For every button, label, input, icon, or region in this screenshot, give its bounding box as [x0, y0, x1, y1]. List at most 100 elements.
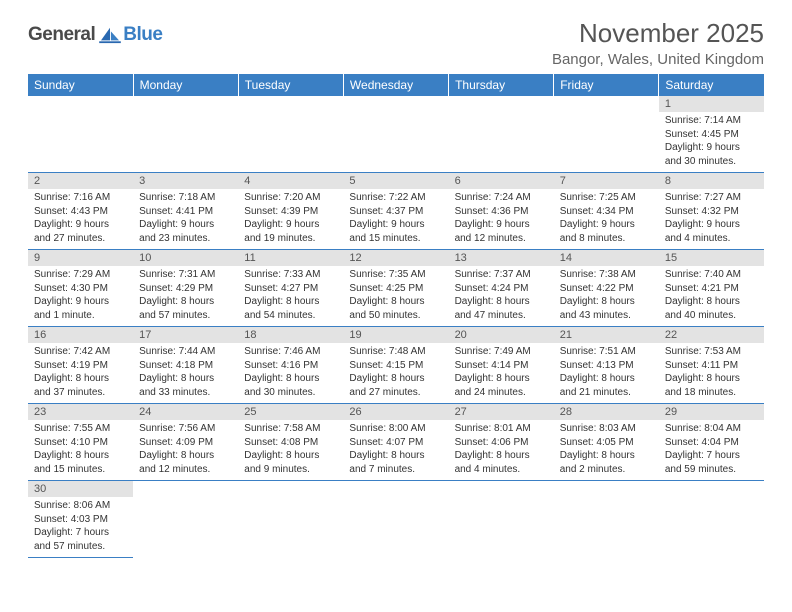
sunset-text: Sunset: 4:22 PM	[560, 282, 653, 296]
sunset-text: Sunset: 4:34 PM	[560, 205, 653, 219]
calendar-cell: 9Sunrise: 7:29 AMSunset: 4:30 PMDaylight…	[28, 250, 133, 327]
day-header: Sunday	[28, 74, 133, 96]
sunset-text: Sunset: 4:19 PM	[34, 359, 127, 373]
sunrise-text: Sunrise: 7:22 AM	[349, 191, 442, 205]
calendar-cell: 11Sunrise: 7:33 AMSunset: 4:27 PMDayligh…	[238, 250, 343, 327]
sunset-text: Sunset: 4:10 PM	[34, 436, 127, 450]
day-details: Sunrise: 8:00 AMSunset: 4:07 PMDaylight:…	[343, 420, 448, 480]
day-number: 25	[238, 404, 343, 420]
daylight-text: Daylight: 8 hours and 43 minutes.	[560, 295, 653, 322]
day-details: Sunrise: 7:53 AMSunset: 4:11 PMDaylight:…	[659, 343, 764, 403]
calendar-cell: 23Sunrise: 7:55 AMSunset: 4:10 PMDayligh…	[28, 404, 133, 481]
daylight-text: Daylight: 8 hours and 47 minutes.	[455, 295, 548, 322]
day-number: 16	[28, 327, 133, 343]
day-header: Tuesday	[238, 74, 343, 96]
calendar-cell: 26Sunrise: 8:00 AMSunset: 4:07 PMDayligh…	[343, 404, 448, 481]
day-number: 19	[343, 327, 448, 343]
day-details: Sunrise: 7:20 AMSunset: 4:39 PMDaylight:…	[238, 189, 343, 249]
calendar-cell	[28, 96, 133, 173]
sunset-text: Sunset: 4:21 PM	[665, 282, 758, 296]
day-header-row: Sunday Monday Tuesday Wednesday Thursday…	[28, 74, 764, 96]
sunrise-text: Sunrise: 7:55 AM	[34, 422, 127, 436]
day-details: Sunrise: 7:22 AMSunset: 4:37 PMDaylight:…	[343, 189, 448, 249]
day-number: 12	[343, 250, 448, 266]
day-number: 11	[238, 250, 343, 266]
calendar-cell: 18Sunrise: 7:46 AMSunset: 4:16 PMDayligh…	[238, 327, 343, 404]
calendar-cell	[554, 481, 659, 558]
sunset-text: Sunset: 4:06 PM	[455, 436, 548, 450]
day-header: Friday	[554, 74, 659, 96]
calendar-cell: 29Sunrise: 8:04 AMSunset: 4:04 PMDayligh…	[659, 404, 764, 481]
daylight-text: Daylight: 8 hours and 40 minutes.	[665, 295, 758, 322]
sunset-text: Sunset: 4:13 PM	[560, 359, 653, 373]
sunset-text: Sunset: 4:29 PM	[139, 282, 232, 296]
sunset-text: Sunset: 4:32 PM	[665, 205, 758, 219]
calendar-cell: 2Sunrise: 7:16 AMSunset: 4:43 PMDaylight…	[28, 173, 133, 250]
day-number: 18	[238, 327, 343, 343]
day-details: Sunrise: 7:44 AMSunset: 4:18 PMDaylight:…	[133, 343, 238, 403]
daylight-text: Daylight: 8 hours and 18 minutes.	[665, 372, 758, 399]
day-details: Sunrise: 7:40 AMSunset: 4:21 PMDaylight:…	[659, 266, 764, 326]
day-details: Sunrise: 8:04 AMSunset: 4:04 PMDaylight:…	[659, 420, 764, 480]
daylight-text: Daylight: 8 hours and 37 minutes.	[34, 372, 127, 399]
daylight-text: Daylight: 9 hours and 4 minutes.	[665, 218, 758, 245]
location: Bangor, Wales, United Kingdom	[552, 51, 764, 68]
daylight-text: Daylight: 8 hours and 24 minutes.	[455, 372, 548, 399]
daylight-text: Daylight: 8 hours and 27 minutes.	[349, 372, 442, 399]
day-details: Sunrise: 7:55 AMSunset: 4:10 PMDaylight:…	[28, 420, 133, 480]
day-number: 8	[659, 173, 764, 189]
calendar-cell: 8 Sunrise: 7:27 AMSunset: 4:32 PMDaylight…	[659, 173, 764, 250]
daylight-text: Daylight: 8 hours and 15 minutes.	[34, 449, 127, 476]
calendar-cell: 24Sunrise: 7:56 AMSunset: 4:09 PMDayligh…	[133, 404, 238, 481]
day-details: Sunrise: 7:24 AMSunset: 4:36 PMDaylight:…	[449, 189, 554, 249]
sunrise-text: Sunrise: 7:49 AM	[455, 345, 548, 359]
calendar-cell: 19Sunrise: 7:48 AMSunset: 4:15 PMDayligh…	[343, 327, 448, 404]
day-number: 5	[343, 173, 448, 189]
daylight-text: Daylight: 9 hours and 12 minutes.	[455, 218, 548, 245]
calendar-cell: 15Sunrise: 7:40 AMSunset: 4:21 PMDayligh…	[659, 250, 764, 327]
daylight-text: Daylight: 7 hours and 57 minutes.	[34, 526, 127, 553]
sunset-text: Sunset: 4:43 PM	[34, 205, 127, 219]
sunrise-text: Sunrise: 7:58 AM	[244, 422, 337, 436]
sail-icon	[99, 26, 121, 44]
daylight-text: Daylight: 8 hours and 4 minutes.	[455, 449, 548, 476]
sunset-text: Sunset: 4:05 PM	[560, 436, 653, 450]
day-number: 28	[554, 404, 659, 420]
calendar-cell: 4Sunrise: 7:20 AMSunset: 4:39 PMDaylight…	[238, 173, 343, 250]
daylight-text: Daylight: 9 hours and 19 minutes.	[244, 218, 337, 245]
calendar-cell	[133, 481, 238, 558]
calendar-cell: 30Sunrise: 8:06 AMSunset: 4:03 PMDayligh…	[28, 481, 133, 558]
daylight-text: Daylight: 9 hours and 1 minute.	[34, 295, 127, 322]
calendar-cell	[238, 96, 343, 173]
day-details: Sunrise: 7:14 AMSunset: 4:45 PMDaylight:…	[659, 112, 764, 172]
daylight-text: Daylight: 8 hours and 12 minutes.	[139, 449, 232, 476]
sunrise-text: Sunrise: 8:00 AM	[349, 422, 442, 436]
sunset-text: Sunset: 4:37 PM	[349, 205, 442, 219]
calendar-cell: 6Sunrise: 7:24 AMSunset: 4:36 PMDaylight…	[449, 173, 554, 250]
daylight-text: Daylight: 8 hours and 33 minutes.	[139, 372, 232, 399]
calendar-cell: 1Sunrise: 7:14 AMSunset: 4:45 PMDaylight…	[659, 96, 764, 173]
calendar-cell	[343, 481, 448, 558]
calendar-cell: 17Sunrise: 7:44 AMSunset: 4:18 PMDayligh…	[133, 327, 238, 404]
sunrise-text: Sunrise: 7:40 AM	[665, 268, 758, 282]
day-details: Sunrise: 7:46 AMSunset: 4:16 PMDaylight:…	[238, 343, 343, 403]
sunrise-text: Sunrise: 7:27 AM	[665, 191, 758, 205]
sunrise-text: Sunrise: 7:56 AM	[139, 422, 232, 436]
day-details: Sunrise: 7:37 AMSunset: 4:24 PMDaylight:…	[449, 266, 554, 326]
calendar-cell	[343, 96, 448, 173]
calendar-cell: 25Sunrise: 7:58 AMSunset: 4:08 PMDayligh…	[238, 404, 343, 481]
day-details: Sunrise: 7:31 AMSunset: 4:29 PMDaylight:…	[133, 266, 238, 326]
sunset-text: Sunset: 4:30 PM	[34, 282, 127, 296]
day-details: Sunrise: 7:18 AMSunset: 4:41 PMDaylight:…	[133, 189, 238, 249]
day-number: 20	[449, 327, 554, 343]
day-details: Sunrise: 7:49 AMSunset: 4:14 PMDaylight:…	[449, 343, 554, 403]
logo-text-blue: Blue	[123, 24, 162, 46]
day-details: Sunrise: 8:01 AMSunset: 4:06 PMDaylight:…	[449, 420, 554, 480]
day-number: 4	[238, 173, 343, 189]
day-number: 6	[449, 173, 554, 189]
day-details: Sunrise: 7:29 AMSunset: 4:30 PMDaylight:…	[28, 266, 133, 326]
sunset-text: Sunset: 4:07 PM	[349, 436, 442, 450]
calendar-cell: 20Sunrise: 7:49 AMSunset: 4:14 PMDayligh…	[449, 327, 554, 404]
day-number: 13	[449, 250, 554, 266]
day-number: 7	[554, 173, 659, 189]
